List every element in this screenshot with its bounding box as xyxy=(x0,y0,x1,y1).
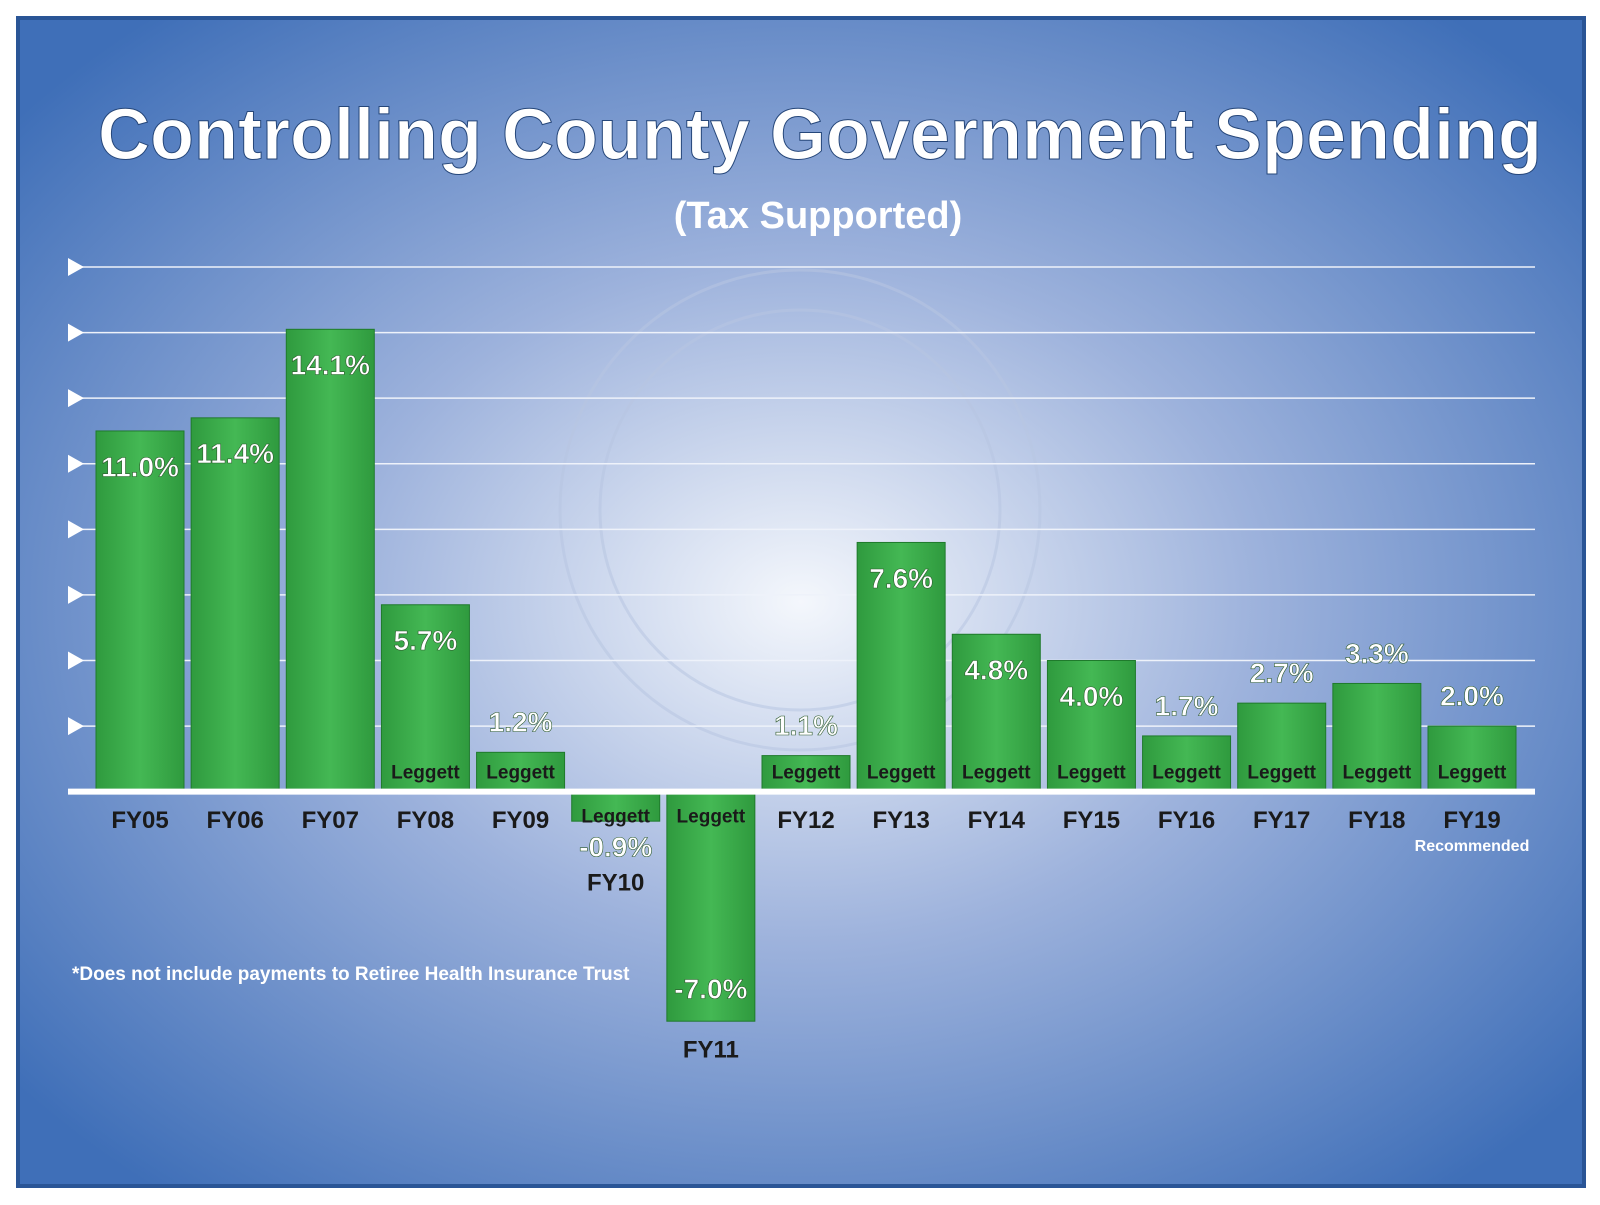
x-tick-label: FY15 xyxy=(1063,807,1120,834)
value-label: 14.1% xyxy=(291,350,370,381)
chart-title: Controlling County Government Spending xyxy=(98,95,1542,175)
tick-mark xyxy=(68,717,84,736)
bar xyxy=(1046,660,1136,793)
value-label: 1.1% xyxy=(774,710,838,741)
x-tick-label: FY12 xyxy=(777,807,834,834)
tick-mark xyxy=(68,520,84,539)
value-label: 5.7% xyxy=(394,625,458,656)
x-tick-label: FY11 xyxy=(683,1037,739,1064)
bar-annotation: Leggett xyxy=(1247,763,1316,784)
bar xyxy=(1332,682,1422,793)
bar xyxy=(285,328,375,793)
footnote: *Does not include payments to Retiree He… xyxy=(72,964,630,985)
bar xyxy=(476,751,566,793)
value-label: 7.6% xyxy=(869,563,933,594)
x-tick-label: FY18 xyxy=(1348,807,1405,834)
bar xyxy=(95,430,185,793)
bar-annotation: Leggett xyxy=(581,807,650,828)
x-tick-label: FY07 xyxy=(302,807,359,834)
bar-annotation: Leggett xyxy=(962,763,1031,784)
tick-mark xyxy=(68,585,84,604)
bar xyxy=(190,417,280,793)
chart-subtitle: (Tax Supported) xyxy=(674,195,963,237)
bar-annotation: Leggett xyxy=(867,763,936,784)
tick-mark xyxy=(68,323,84,342)
value-label: 4.8% xyxy=(964,655,1028,686)
bar xyxy=(666,791,756,1022)
value-label: 2.0% xyxy=(1440,680,1504,711)
value-label: -7.0% xyxy=(674,974,747,1005)
value-label: 2.7% xyxy=(1250,658,1314,689)
bar-annotation: Leggett xyxy=(391,763,460,784)
x-tick-sublabel: Recommended xyxy=(1415,838,1530,855)
bar xyxy=(951,633,1041,793)
bar xyxy=(761,755,851,793)
bar-annotation: Leggett xyxy=(1152,763,1221,784)
bar xyxy=(1427,725,1517,793)
seal-watermark xyxy=(558,268,1042,752)
value-label: 11.0% xyxy=(101,451,179,482)
value-label: 4.0% xyxy=(1060,681,1124,712)
bar xyxy=(571,791,661,822)
x-tick-label: FY09 xyxy=(492,807,549,834)
bar xyxy=(1142,735,1232,793)
value-label: 1.7% xyxy=(1155,690,1219,721)
x-tick-label: FY10 xyxy=(587,870,644,897)
bar-annotation: Leggett xyxy=(486,763,555,784)
x-tick-label: FY14 xyxy=(968,807,1026,834)
x-tick-label: FY19 xyxy=(1443,807,1500,834)
tick-mark xyxy=(68,454,84,473)
bar-annotation: Leggett xyxy=(772,763,841,784)
x-tick-label: FY16 xyxy=(1158,807,1215,834)
x-tick-label: FY06 xyxy=(206,807,263,834)
bar xyxy=(1237,702,1327,793)
x-tick-label: FY05 xyxy=(111,807,168,834)
bar-annotation: Leggett xyxy=(1057,763,1126,784)
x-tick-label: FY13 xyxy=(872,807,929,834)
x-tick-label: FY17 xyxy=(1253,807,1310,834)
value-label: -0.9% xyxy=(579,832,652,863)
value-label: 11.4% xyxy=(196,438,274,469)
tick-mark xyxy=(68,258,84,276)
value-label: 1.2% xyxy=(489,707,553,738)
bar xyxy=(856,541,946,793)
bar-annotation: Leggett xyxy=(1343,763,1412,784)
bar-annotation: Leggett xyxy=(677,807,746,828)
value-label: 3.3% xyxy=(1345,638,1409,669)
x-tick-label: FY08 xyxy=(397,807,454,834)
tick-mark xyxy=(68,389,84,408)
bar-annotation: Leggett xyxy=(1438,763,1507,784)
tick-mark xyxy=(68,651,84,670)
